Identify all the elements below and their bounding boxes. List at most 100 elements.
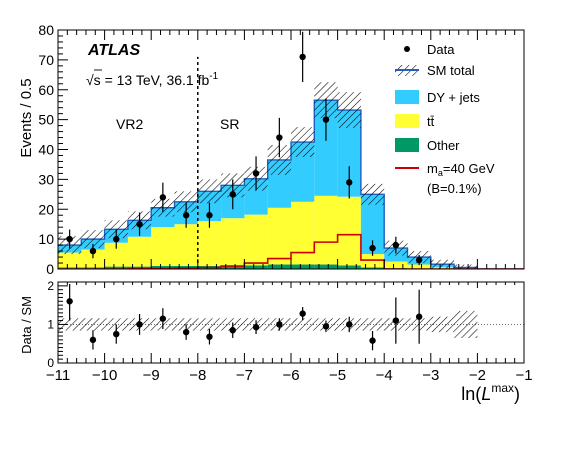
sm-uncertainty-band: [267, 145, 291, 175]
stack-bar-tt: [151, 227, 175, 267]
x-tick-label: −4: [376, 367, 393, 384]
ratio-point: [252, 323, 260, 331]
stack-bar-dyjets: [360, 194, 385, 255]
energy-label: √s = 13 TeV, 36.1 fb: [86, 72, 209, 88]
ratio-uncertainty-band: [197, 318, 222, 331]
x-tick-label: −1: [515, 367, 532, 384]
x-tick-label: −2: [469, 367, 486, 384]
y-tick-label: 40: [38, 142, 54, 158]
data-point: [206, 212, 213, 219]
stack-bar-dyjets: [314, 100, 338, 196]
legend-signal-note: (B=0.1%): [427, 181, 482, 196]
data-point: [392, 241, 400, 249]
ratio-uncertainty-band: [360, 318, 385, 331]
ratio-data-layer: [66, 283, 423, 351]
y-tick-label: 10: [38, 231, 54, 247]
main-plot: 0 10 20 30 40 50 60 70 80: [38, 22, 525, 277]
y-tick-label: 70: [38, 52, 54, 68]
sm-uncertainty-band: [104, 220, 128, 239]
legend-other-swatch: [395, 138, 419, 152]
stack-bar-tt: [197, 221, 222, 267]
ratio-y-axis-title: Data / SM: [19, 296, 34, 354]
sm-uncertainty-band: [291, 127, 315, 157]
energy-lumi-label: √s = 13 TeV, 36.1 fb-1: [86, 71, 219, 88]
ratio-y-tick-label: 1: [47, 317, 54, 331]
stack-bar-other: [221, 266, 245, 269]
stack-bar-tt: [291, 201, 315, 265]
ratio-point: [346, 321, 353, 328]
legend: Data SM total DY + jets tt̄ Other ma=40 …: [395, 42, 495, 196]
stack-bar-other: [244, 265, 268, 269]
ratio-point: [136, 321, 143, 328]
x-axis-title: ln(Lmax): [461, 381, 520, 404]
legend-entry-other: Other: [395, 138, 460, 153]
legend-entry-ttbar: tt̄: [395, 114, 435, 129]
stack-bar-tt: [244, 214, 268, 266]
region-label-vr2: VR2: [116, 116, 143, 132]
stack-bar-dyjets: [337, 110, 361, 197]
sm-uncertainty-band: [197, 179, 222, 204]
ratio-point: [159, 315, 167, 322]
data-layer: [66, 31, 423, 266]
x-tick-label: −8: [189, 367, 206, 384]
ratio-uncertainty-layer: [58, 310, 478, 338]
data-point: [229, 191, 236, 198]
y-tick-label: 80: [38, 22, 54, 38]
sm-uncertainty-band: [81, 230, 105, 249]
legend-entry-dy: DY + jets: [395, 90, 480, 105]
sm-uncertainty-band: [337, 92, 361, 128]
ratio-plot: 0 1 2 −11 −10 −9 −8 −7 −6 −5 −4 −3 −2 −1: [46, 279, 533, 384]
stack-bar-tt: [58, 252, 82, 268]
ratio-point: [415, 313, 423, 320]
y-tick-label: 0: [46, 261, 54, 277]
ratio-point: [66, 298, 73, 305]
ratio-y-axis: 0 1 2: [47, 279, 68, 370]
main-x-axis: [57, 30, 516, 269]
data-point: [159, 194, 167, 201]
legend-entry-signal: ma=40 GeV (B=0.1%): [395, 161, 495, 196]
main-y-axis: 0 10 20 30 40 50 60 70 80: [38, 22, 68, 277]
stack-bar-tt: [407, 264, 431, 269]
stack-bar-other: [314, 264, 338, 269]
legend-entry-data: Data: [404, 42, 455, 57]
stack-bar-tt: [314, 195, 338, 265]
legend-data-label: Data: [427, 42, 455, 57]
sm-uncertainty-band: [454, 264, 478, 269]
sm-uncertainty-band: [430, 259, 455, 269]
ratio-point: [392, 317, 400, 324]
data-point: [346, 179, 353, 186]
legend-ttbar-swatch: [395, 114, 419, 128]
x-tick-label: −11: [46, 367, 70, 384]
data-point: [415, 256, 423, 264]
stack-bar-tt: [174, 224, 198, 267]
data-point: [136, 220, 143, 228]
y-tick-label: 60: [38, 82, 54, 98]
stack-bar-tt: [221, 218, 245, 267]
atlas-label: ATLAS: [87, 42, 140, 59]
ratio-y-tick-label: 2: [47, 279, 54, 293]
legend-ttbar-label: tt̄: [427, 114, 435, 129]
x-tick-label: −9: [143, 367, 160, 384]
data-point: [322, 116, 330, 123]
ratio-point: [89, 336, 97, 344]
stack-bar-tt: [337, 196, 361, 266]
ratio-point: [206, 333, 213, 340]
stack-bar-other: [267, 264, 291, 269]
y-tick-label: 50: [38, 112, 54, 128]
data-point: [369, 244, 376, 252]
ratio-point: [113, 330, 120, 338]
sm-uncertainty-band: [360, 183, 385, 205]
legend-dy-label: DY + jets: [427, 90, 480, 105]
x-tick-label: −5: [329, 367, 346, 384]
data-point: [66, 235, 73, 243]
ratio-uncertainty-band: [430, 316, 455, 333]
x-tick-label: −7: [236, 367, 253, 384]
legend-data-marker: [404, 46, 410, 52]
stack-bar-tt: [81, 249, 105, 268]
data-point: [89, 247, 97, 255]
ratio-x-axis: −11 −10 −9 −8 −7 −6 −5 −4 −3 −2 −1: [46, 282, 533, 384]
stack-bar-tt: [267, 207, 291, 265]
ratio-uncertainty-band: [454, 310, 478, 338]
y-tick-label: 30: [38, 171, 54, 187]
x-tick-label: −3: [422, 367, 439, 384]
